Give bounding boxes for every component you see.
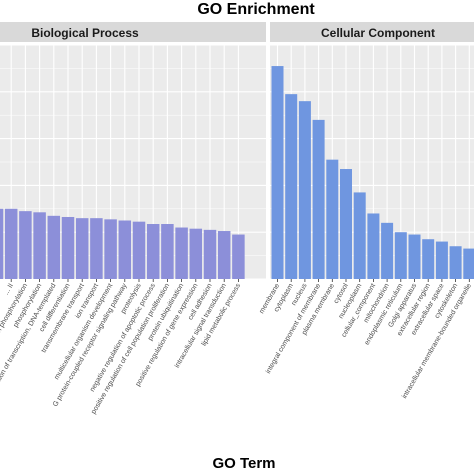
facet-cellular-component: Cellular Component membranecytoplasmnucl… — [258, 22, 474, 400]
x-tick-label: membrane ... — [0, 282, 1, 321]
bar-biological-process — [61, 216, 75, 279]
bar-biological-process — [19, 211, 32, 279]
bar-biological-process — [175, 227, 188, 279]
bar-biological-process — [217, 231, 231, 279]
bar-biological-process — [232, 234, 245, 279]
bar-biological-process — [75, 218, 89, 279]
chart-title: GO Enrichment — [197, 1, 315, 18]
bar-cellular-component — [367, 213, 380, 279]
bar-cellular-component — [422, 239, 435, 279]
x-tick-labels-biological-process: membrane ...... II...in phosphorylationp… — [0, 279, 242, 415]
bar-biological-process — [161, 224, 174, 279]
bar-biological-process — [47, 215, 61, 279]
strip-cellular-component — [270, 22, 474, 42]
bar-biological-process — [189, 228, 203, 279]
bars-biological-process — [0, 208, 245, 279]
bar-cellular-component — [312, 119, 325, 279]
x-tick-label: ... II — [3, 282, 15, 296]
strip-biological-process — [0, 22, 266, 42]
bar-biological-process — [132, 221, 146, 279]
strip-label-biological-process: Biological Process — [31, 26, 139, 40]
bar-cellular-component — [381, 222, 394, 279]
bar-cellular-component — [340, 169, 352, 279]
bar-biological-process — [146, 224, 160, 279]
bar-cellular-component — [463, 248, 474, 279]
bar-cellular-component — [271, 66, 284, 279]
bar-biological-process — [203, 229, 217, 279]
bar-biological-process — [104, 219, 117, 279]
bar-biological-process — [4, 208, 18, 279]
bar-cellular-component — [285, 94, 298, 279]
bar-biological-process — [0, 208, 4, 279]
bar-cellular-component — [326, 159, 339, 279]
bar-cellular-component — [298, 101, 311, 279]
bar-cellular-component — [449, 246, 462, 279]
strip-label-cellular-component: Cellular Component — [321, 26, 435, 40]
bars-cellular-component — [271, 66, 474, 279]
facet-biological-process: Biological Process membrane ...... II...… — [0, 22, 266, 415]
bar-cellular-component — [353, 192, 366, 279]
bar-cellular-component — [408, 234, 421, 279]
x-axis-label: GO Term — [212, 455, 275, 472]
bar-cellular-component — [435, 241, 448, 279]
bar-biological-process — [118, 220, 132, 279]
bar-biological-process — [33, 212, 46, 279]
bar-biological-process — [90, 218, 103, 279]
bar-cellular-component — [394, 232, 407, 279]
